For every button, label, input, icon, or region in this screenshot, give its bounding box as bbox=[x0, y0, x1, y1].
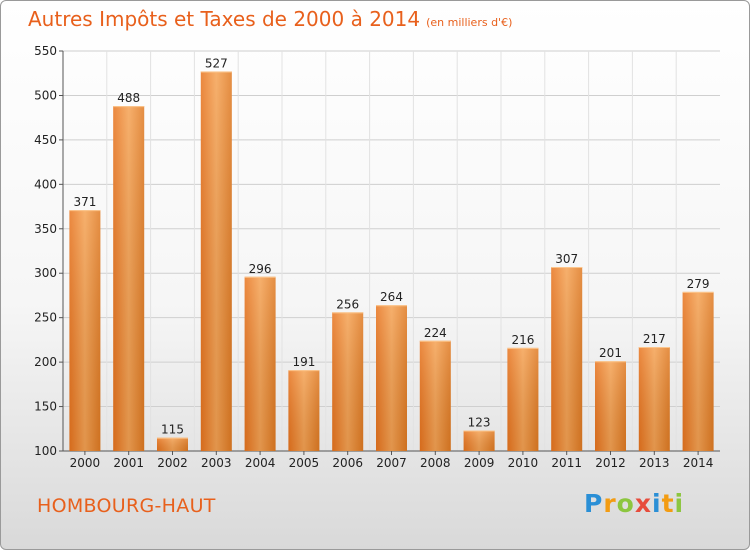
value-label: 201 bbox=[599, 346, 622, 360]
logo-letter: t bbox=[661, 489, 675, 518]
bar-shade bbox=[288, 370, 320, 451]
x-tick-label: 2013 bbox=[639, 456, 670, 470]
bar-shade bbox=[376, 305, 407, 451]
bar-shade bbox=[463, 430, 495, 451]
value-label: 217 bbox=[643, 332, 666, 346]
logo-letter: i bbox=[674, 489, 685, 518]
bar-shade bbox=[595, 361, 626, 451]
x-tick-label: 2007 bbox=[376, 456, 407, 470]
value-label: 216 bbox=[511, 333, 534, 347]
bar-shade bbox=[682, 291, 714, 451]
y-tick-label: 100 bbox=[34, 444, 57, 458]
x-tick-label: 2003 bbox=[201, 456, 232, 470]
x-tick-label: 2012 bbox=[595, 456, 626, 470]
bar-shade bbox=[332, 312, 364, 451]
y-tick-label: 550 bbox=[34, 44, 57, 58]
value-label: 256 bbox=[336, 297, 359, 311]
chart-title-text: Autres Impôts et Taxes de 2000 à 2014 bbox=[28, 7, 421, 31]
x-tick-labels: 2000 2001 2002 2003 2004 2005 2006 2007 2008 2009… bbox=[70, 456, 714, 470]
bar-shade bbox=[551, 267, 583, 451]
value-label: 279 bbox=[687, 277, 710, 291]
value-label: 191 bbox=[292, 355, 315, 369]
y-tick-label: 150 bbox=[34, 400, 57, 414]
x-tick-label: 2005 bbox=[289, 456, 320, 470]
chart-title-unit: (en milliers d'€) bbox=[426, 16, 513, 29]
value-label: 371 bbox=[73, 195, 96, 209]
logo-letter: o bbox=[616, 489, 635, 518]
bar-shade bbox=[419, 340, 451, 451]
x-tick-label: 2009 bbox=[464, 456, 495, 470]
proxiti-logo[interactable]: Proxiti bbox=[584, 489, 684, 518]
logo-letter: r bbox=[603, 489, 617, 518]
logo-letter: i bbox=[652, 489, 662, 518]
bar-shade bbox=[157, 437, 188, 451]
x-tick-label: 2011 bbox=[551, 456, 582, 470]
y-tick-labels: 100 150 200 250 300 350 400 450 500 550 bbox=[34, 44, 57, 458]
x-tick-label: 2004 bbox=[245, 456, 276, 470]
logo-letter: x bbox=[634, 489, 652, 518]
bar-shade bbox=[69, 210, 101, 451]
x-tick-label: 2006 bbox=[332, 456, 363, 470]
bars bbox=[69, 71, 714, 451]
x-tick-label: 2010 bbox=[508, 456, 539, 470]
bar-shade bbox=[638, 347, 670, 451]
value-label: 488 bbox=[117, 91, 140, 105]
value-label: 224 bbox=[424, 326, 447, 340]
x-tick-label: 2002 bbox=[157, 456, 188, 470]
town-name: HOMBOURG-HAUT bbox=[37, 495, 216, 517]
value-label: 307 bbox=[555, 252, 578, 266]
bar-shade bbox=[244, 276, 276, 451]
bar-shade bbox=[507, 347, 539, 451]
value-label: 123 bbox=[468, 416, 491, 430]
bar-shade bbox=[200, 71, 232, 451]
value-label: 115 bbox=[161, 423, 184, 437]
bar-shade bbox=[113, 106, 145, 451]
logo-letter: P bbox=[584, 489, 604, 518]
y-tick-label: 250 bbox=[34, 311, 57, 325]
x-tick-label: 2014 bbox=[683, 456, 714, 470]
value-label: 296 bbox=[249, 262, 272, 276]
y-tick-label: 350 bbox=[34, 222, 57, 236]
x-tick-label: 2008 bbox=[420, 456, 451, 470]
y-tick-label: 400 bbox=[34, 177, 57, 191]
x-tick-label: 2001 bbox=[113, 456, 144, 470]
value-label: 264 bbox=[380, 290, 403, 304]
y-tick-label: 450 bbox=[34, 133, 57, 147]
value-labels: 371 488 115 527 296 191 256 264 224 123 216 307 201 2… bbox=[73, 56, 709, 436]
value-label: 527 bbox=[205, 56, 228, 70]
y-tick-label: 200 bbox=[34, 355, 57, 369]
chart-title: Autres Impôts et Taxes de 2000 à 2014 (en… bbox=[28, 7, 512, 31]
y-tick-label: 500 bbox=[34, 88, 57, 102]
y-tick-label: 300 bbox=[34, 266, 57, 280]
x-tick-label: 2000 bbox=[70, 456, 101, 470]
